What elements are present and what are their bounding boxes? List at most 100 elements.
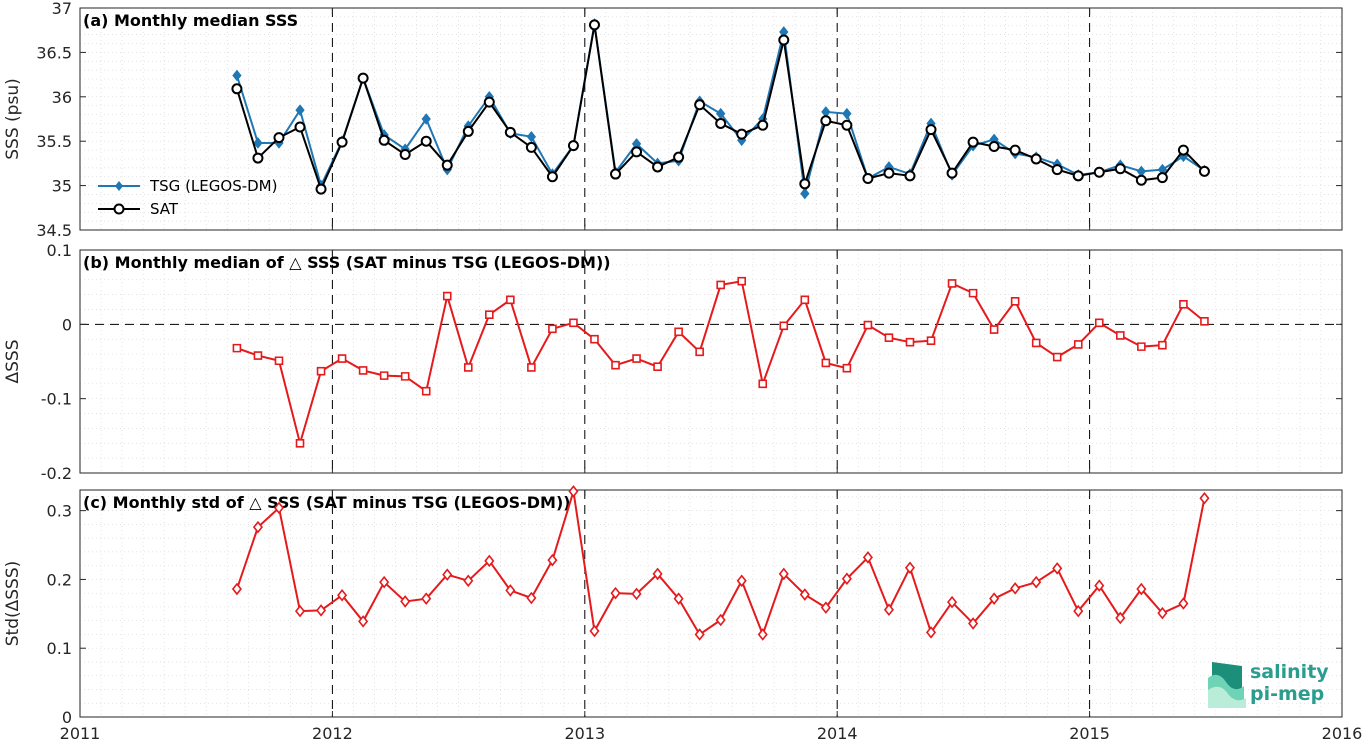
data-point	[316, 366, 326, 376]
logo-line1: salinity	[1250, 661, 1329, 683]
data-point	[926, 336, 936, 345]
data-point	[716, 280, 725, 290]
data-point	[420, 135, 432, 147]
data-point	[399, 149, 411, 161]
data-point	[400, 595, 411, 608]
data-point	[442, 291, 452, 301]
data-point	[548, 324, 557, 334]
data-point	[1093, 166, 1105, 178]
data-point	[441, 159, 453, 171]
x-tick-label: 2014	[817, 724, 858, 743]
panel-a: 34.5 35 35.5 36 36.5 37 SSS (psu) (a) Monthly m…	[3, 0, 1343, 240]
data-point	[421, 113, 431, 125]
data-point	[694, 628, 705, 641]
data-point	[841, 119, 853, 131]
data-point	[588, 19, 600, 31]
data-point	[821, 358, 831, 368]
y-tick-label: 0.1	[47, 639, 72, 658]
data-point	[799, 178, 811, 190]
data-point	[904, 561, 916, 575]
data-point	[525, 141, 537, 153]
y-axis-label: ΔSSS	[3, 339, 23, 383]
data-point	[273, 132, 285, 144]
y-tick-label: 0	[62, 708, 72, 727]
data-point	[1136, 582, 1147, 596]
legend: TSG (LEGOS-DM) SAT	[98, 177, 277, 218]
data-point	[589, 624, 600, 638]
data-point	[316, 604, 327, 617]
data-point	[1072, 170, 1084, 182]
data-point	[842, 107, 852, 120]
y-tick-label: 0.3	[47, 502, 72, 521]
panel-title: (c) Monthly std of △ SSS (SAT minus TSG …	[83, 493, 571, 512]
x-tick-label: 2012	[312, 724, 353, 743]
data-point	[590, 334, 599, 344]
data-point	[421, 386, 431, 396]
data-point	[546, 171, 558, 183]
data-point	[274, 356, 284, 366]
data-point	[1200, 317, 1209, 326]
data-point	[357, 72, 369, 84]
data-point	[610, 168, 622, 180]
data-point	[1116, 331, 1125, 340]
legend-marker	[113, 203, 125, 215]
data-point	[884, 333, 894, 343]
y-tick-label: 0.2	[47, 570, 72, 589]
data-point	[652, 567, 663, 581]
data-point	[294, 604, 306, 618]
data-point	[883, 603, 894, 616]
data-point	[1114, 163, 1126, 175]
data-point	[232, 69, 242, 82]
data-point	[1115, 611, 1126, 625]
data-point	[1199, 491, 1210, 505]
data-point	[673, 592, 684, 605]
y-tick-label: 35	[52, 177, 72, 196]
data-point	[505, 584, 516, 597]
data-point	[1178, 597, 1189, 610]
series-delta-sss	[232, 276, 1209, 448]
data-point	[337, 588, 348, 602]
legend-label: TSG (LEGOS-DM)	[149, 177, 277, 195]
data-point	[925, 626, 937, 639]
data-point	[1051, 164, 1063, 176]
data-point	[652, 161, 664, 173]
data-point	[673, 151, 685, 163]
data-point	[252, 520, 263, 534]
data-point	[569, 318, 578, 328]
data-point	[862, 172, 874, 184]
data-point	[442, 568, 453, 581]
data-point	[967, 136, 979, 148]
data-point	[567, 140, 579, 152]
series-line	[236, 280, 1206, 448]
data-point	[1052, 352, 1062, 362]
data-point	[231, 582, 242, 596]
data-point	[526, 591, 537, 605]
y-tick-label: 34.5	[36, 221, 72, 240]
data-point	[632, 354, 641, 363]
data-point	[295, 104, 305, 116]
data-point	[1073, 604, 1084, 618]
data-point	[1156, 172, 1168, 184]
data-point	[379, 371, 389, 380]
series-delta-sss	[231, 485, 1210, 641]
panel-c: 0 0.1 0.2 0.3 2011 2012 2013 2014 2015 2016 Std(ΔS…	[3, 485, 1362, 743]
data-point	[400, 372, 410, 381]
data-point	[485, 310, 494, 319]
data-point	[462, 125, 474, 137]
data-point	[905, 337, 915, 347]
data-point	[358, 615, 369, 628]
data-point	[273, 501, 285, 515]
y-tick-label: 37	[52, 0, 72, 18]
data-point	[736, 128, 748, 140]
data-point	[715, 613, 726, 627]
panel-b: -0.2 -0.1 0 0.1 ΔSSS (b) Monthly median of △ …	[3, 241, 1343, 483]
y-tick-label: -0.2	[41, 464, 72, 483]
data-point	[547, 553, 558, 567]
data-point	[1010, 296, 1020, 306]
panel-title: (a) Monthly median SSS	[83, 11, 298, 30]
data-point	[253, 137, 263, 149]
data-point	[1158, 340, 1167, 350]
data-point	[1031, 338, 1041, 348]
legend-label: SAT	[150, 200, 179, 218]
